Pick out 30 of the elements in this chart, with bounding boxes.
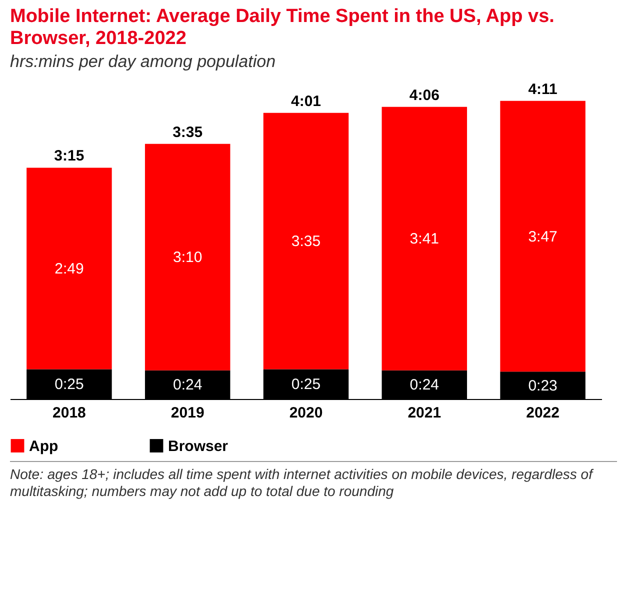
x-tick-label: 2018 [52,404,86,422]
data-label: 3:10 [173,249,202,266]
total-label: 4:06 [409,86,440,104]
legend-label: Browser [168,438,228,455]
bar [144,144,230,370]
data-label: 0:24 [410,376,439,394]
data-label: 0:24 [173,376,202,394]
x-tick-label: 2019 [170,404,204,422]
chart-subtitle: hrs:mins per day among population [10,52,277,72]
bar [26,168,112,370]
x-tick-label: 2021 [408,404,442,422]
total-label: 3:15 [54,148,84,165]
data-label: 2:49 [54,260,84,278]
data-label: 3:47 [528,228,558,246]
text: Note: ages 18+; includes all time spent with internet activities on mobile devices, regardless of multitasking; numbers may not add up to total due to rounding [10,461,617,500]
data-label: 3:35 [291,233,321,250]
data-label: 0:25 [291,376,321,394]
total-label: 3:35 [172,124,203,141]
chart-title: Mobile Internet: Average Daily Time Spent in the US, App vs. Browser, 2018-2022 [10,6,556,50]
x-tick-label: 2022 [526,404,560,422]
total-label: 4:11 [528,80,558,98]
bar [263,112,349,370]
bar [500,100,586,372]
x-tick-label: 2020 [289,404,323,422]
data-label: 0:23 [528,377,558,394]
legend-label: App [29,438,58,455]
total-label: 4:01 [290,92,322,110]
data-label: 3:41 [410,230,439,248]
bar [382,106,468,370]
data-label: 0:25 [54,376,84,394]
